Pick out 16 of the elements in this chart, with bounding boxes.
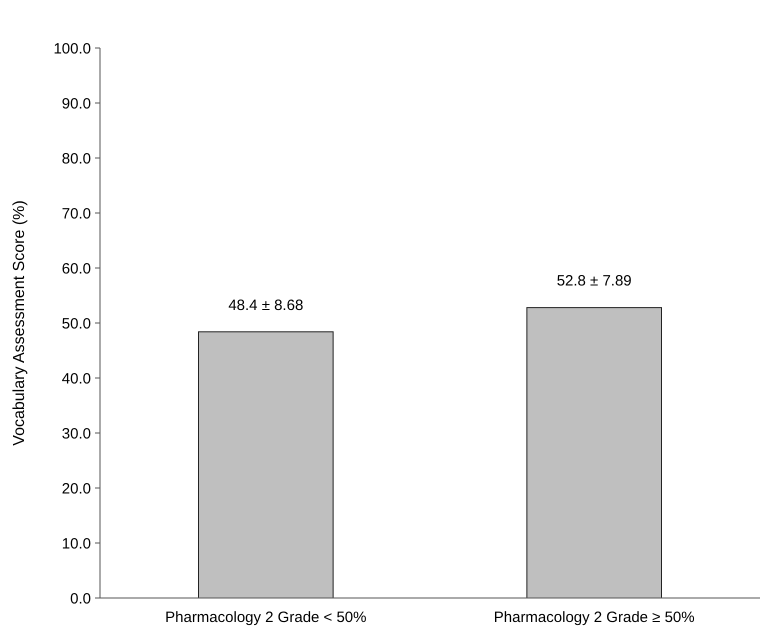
y-tick-label: 50.0 bbox=[62, 315, 91, 332]
data-label: 52.8 ± 7.89 bbox=[556, 272, 632, 290]
y-tick-label: 90.0 bbox=[62, 95, 91, 112]
y-tick-label: 70.0 bbox=[62, 205, 91, 222]
y-tick-label: 40.0 bbox=[62, 370, 91, 388]
y-tick-label: 0.0 bbox=[70, 590, 91, 608]
y-tick-label: 30.0 bbox=[62, 425, 91, 442]
x-tick-label: Pharmacology 2 Grade < 50% bbox=[165, 609, 367, 626]
data-label: 48.4 ± 8.68 bbox=[228, 296, 304, 314]
y-tick-label: 80.0 bbox=[62, 150, 91, 168]
y-tick-label: 20.0 bbox=[62, 480, 91, 498]
y-tick-label: 10.0 bbox=[62, 535, 91, 552]
y-tick-label: 60.0 bbox=[62, 260, 91, 278]
y-axis-title: Vocabulary Assessment Score (%) bbox=[11, 200, 28, 446]
y-tick-label: 100.0 bbox=[53, 40, 91, 58]
x-tick-label: Pharmacology 2 Grade ≥ 50% bbox=[494, 609, 695, 626]
